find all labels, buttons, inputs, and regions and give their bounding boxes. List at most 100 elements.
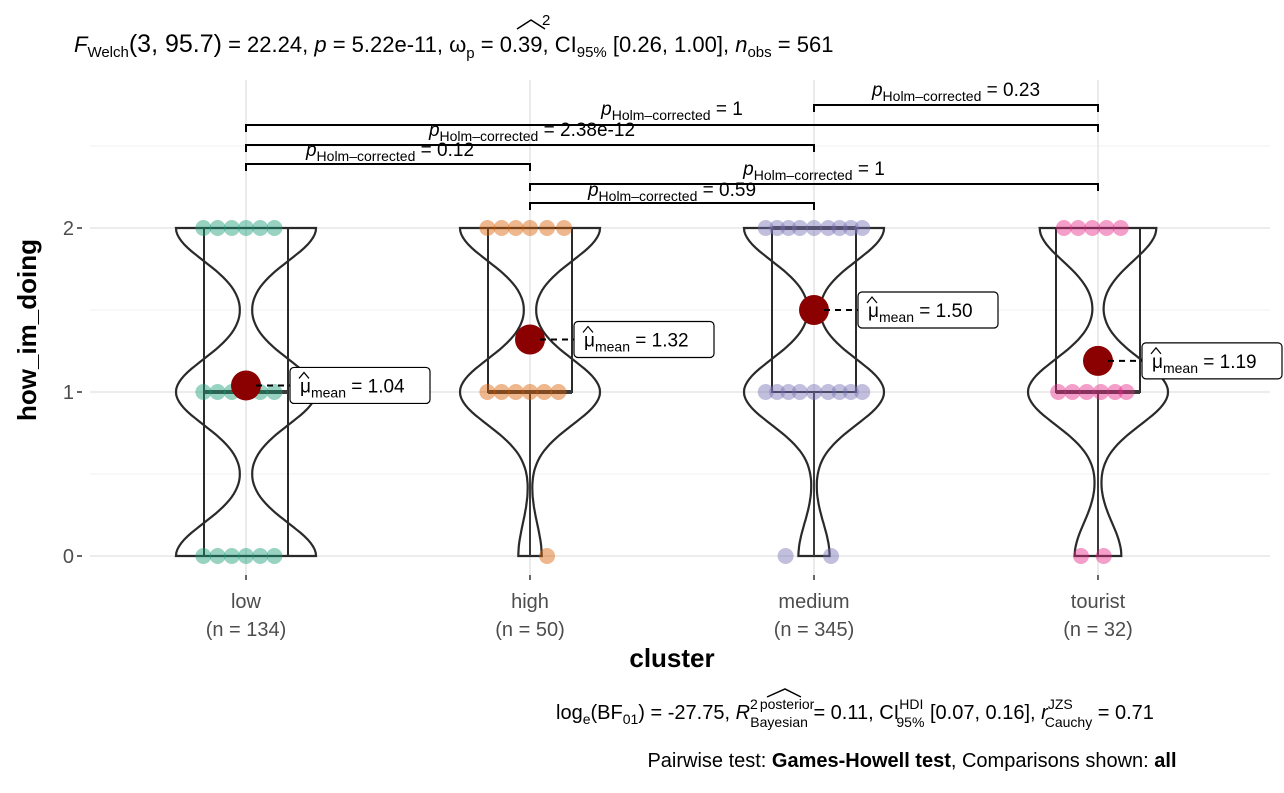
data-point-low xyxy=(195,384,212,400)
data-point-high xyxy=(493,220,510,236)
omega-hat xyxy=(516,19,546,30)
data-point-medium xyxy=(823,548,840,564)
data-point-tourist xyxy=(1050,384,1067,400)
y-tick-label: 0 xyxy=(63,546,74,568)
data-point-medium xyxy=(820,220,837,236)
violin-low xyxy=(174,226,318,558)
bracket-medium-tourist xyxy=(813,104,1099,112)
data-point-low xyxy=(252,220,269,236)
bracket-low-tourist xyxy=(245,124,1099,132)
mean-label-box-medium xyxy=(857,291,999,329)
data-point-tourist xyxy=(1072,548,1089,564)
data-point-high xyxy=(539,220,556,236)
data-point-low xyxy=(223,548,240,564)
data-point-tourist xyxy=(1092,384,1109,400)
caption: Pairwise test: Games-Howell test, Compar… xyxy=(647,750,1176,772)
data-point-high xyxy=(479,220,496,236)
data-point-medium xyxy=(769,384,786,400)
mean-label-box-tourist xyxy=(1141,342,1283,380)
chart-title: FWelch(3, 95.7) = 22.24, p = 5.22e-11, ω… xyxy=(74,30,833,62)
data-point-medium xyxy=(842,384,859,400)
data-point-high xyxy=(479,384,496,400)
mean-label-box-low xyxy=(289,366,431,405)
points xyxy=(195,220,1135,564)
bracket-label-high-medium: pHolm–corrected = 0.59 xyxy=(587,180,756,204)
bracket-label-low-tourist: pHolm–corrected = 1 xyxy=(600,99,743,123)
y-tick-label: 1 xyxy=(63,382,74,404)
data-point-low xyxy=(195,220,212,236)
means xyxy=(231,295,1113,401)
y-tick-label: 2 xyxy=(63,218,74,240)
x-axis-title: cluster xyxy=(629,643,714,673)
data-point-medium xyxy=(780,220,797,236)
data-point-medium xyxy=(806,220,822,236)
mean-label-medium: μmean = 1.50 xyxy=(868,301,973,325)
data-point-medium xyxy=(791,220,808,236)
x-tick-label-high: high xyxy=(511,591,549,613)
data-point-tourist xyxy=(1078,384,1095,400)
axes: 0 1 2 low (n = 134) high (n = 50) medium (n = 34… xyxy=(63,218,1133,641)
bracket-label-high-tourist: pHolm–corrected = 1 xyxy=(742,159,885,183)
data-point-high xyxy=(493,384,510,400)
r2-hat xyxy=(766,688,802,698)
x-tick-label-low: low xyxy=(231,591,262,613)
data-point-tourist xyxy=(1107,384,1124,400)
data-point-tourist xyxy=(1098,220,1115,236)
data-point-low xyxy=(266,548,283,564)
x-tick-n-tourist: (n = 32) xyxy=(1063,619,1132,641)
data-point-medium xyxy=(780,384,797,400)
mean-hat-tourist xyxy=(1150,346,1162,355)
x-tick-n-high: (n = 50) xyxy=(495,619,564,641)
data-point-low xyxy=(238,220,254,236)
omega-superscript: 2 xyxy=(542,12,550,29)
data-point-low xyxy=(209,220,226,236)
x-tick-label-tourist: tourist xyxy=(1071,591,1126,613)
data-point-tourist xyxy=(1064,384,1081,400)
violin-medium xyxy=(742,226,886,558)
mean-point-high xyxy=(515,324,545,355)
data-point-high xyxy=(536,384,553,400)
data-point-high xyxy=(556,220,573,236)
y-axis-title: how_im_doing xyxy=(12,239,42,421)
data-point-medium xyxy=(777,548,794,564)
data-point-tourist xyxy=(1112,220,1129,236)
mean-point-medium xyxy=(799,295,829,325)
data-point-high xyxy=(507,220,524,236)
mean-label-tourist: μmean = 1.19 xyxy=(1152,352,1257,376)
data-point-high xyxy=(539,548,556,564)
data-point-low xyxy=(252,548,269,564)
mean-hat-low xyxy=(298,371,310,379)
mean-label-high: μmean = 1.32 xyxy=(584,331,689,355)
data-point-low xyxy=(266,384,283,400)
data-point-high xyxy=(550,384,567,400)
data-point-tourist xyxy=(1084,220,1101,236)
mean-hat-high xyxy=(582,325,594,333)
mean-point-low xyxy=(231,370,261,401)
bracket-label-low-medium: pHolm–corrected = 2.38e-12 xyxy=(428,120,635,144)
data-point-tourist xyxy=(1095,548,1112,564)
x-tick-n-medium: (n = 345) xyxy=(774,619,855,641)
data-point-medium xyxy=(854,384,871,400)
data-point-high xyxy=(522,220,538,236)
data-point-medium xyxy=(831,220,848,236)
data-point-medium xyxy=(820,384,837,400)
data-point-medium xyxy=(842,220,859,236)
data-point-low xyxy=(238,548,254,564)
data-point-low xyxy=(209,384,226,400)
data-point-low xyxy=(195,548,212,564)
data-point-medium xyxy=(854,220,871,236)
data-point-low xyxy=(223,220,240,236)
x-tick-label-medium: medium xyxy=(778,591,849,613)
data-point-low xyxy=(209,548,226,564)
mean-labels: μmean = 1.04 μmean = 1.32 μmean = 1.50 μmea… xyxy=(256,291,1283,405)
mean-label-low: μmean = 1.04 xyxy=(300,376,405,400)
boxes xyxy=(203,226,1141,557)
bayes-subtitle: loge(BF01) = -27.75, R2 posterior Bayesian… xyxy=(556,696,1154,730)
violin-high xyxy=(458,226,602,558)
data-point-tourist xyxy=(1118,384,1135,400)
data-point-medium xyxy=(757,220,774,236)
x-tick-n-low: (n = 134) xyxy=(206,619,287,641)
data-point-medium xyxy=(831,384,848,400)
